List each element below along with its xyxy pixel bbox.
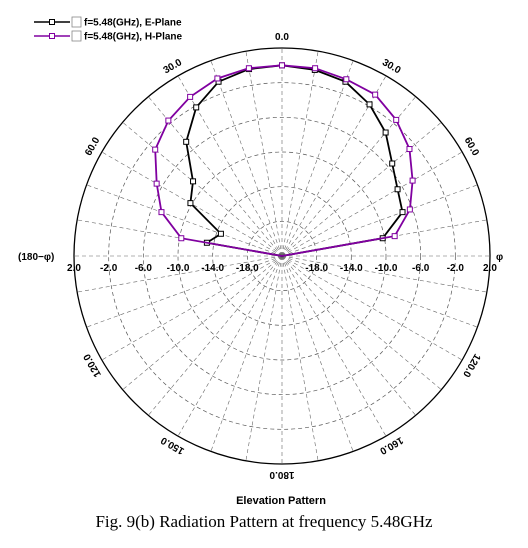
grid-ring [246,220,318,292]
legend-swatch-marker [49,19,55,25]
angle-label: 30.0 [162,57,185,76]
h-plane-marker [214,75,221,82]
series-layer [152,62,416,257]
legend-swatch-marker [49,33,55,39]
radial-tick-label: -2.0 [100,263,118,274]
radial-tick-label: -18.0 [305,263,328,274]
polar-grid [73,47,491,465]
angle-label: 120.0 [460,352,482,380]
angle-label: 0.0 [275,32,289,43]
grid-ring [108,82,456,430]
e-plane-marker [399,209,406,216]
e-plane-marker [190,178,197,185]
legend-checkbox[interactable] [71,16,82,28]
radial-tick-labels: 2.0 2.0 -2.0 -2.0 -6.0 -6.0 -10.0 -10.0 -14.0 -14… [18,252,503,274]
polar-chart: 2.0 2.0 -2.0 -2.0 -6.0 -6.0 -10.0 -10.0 -14.0 -14… [18,16,503,507]
right-axis-label: φ [496,252,503,263]
h-plane-marker [406,206,413,213]
radial-tick-label: -10.0 [375,263,398,274]
angle-label: 160.0 [377,434,405,456]
h-plane-marker [391,233,398,240]
figure-caption: Fig. 9(b) Radiation Pattern at frequency… [95,512,433,531]
h-plane-marker [409,177,416,184]
e-plane-marker [382,129,389,136]
e-plane-marker [183,138,190,145]
e-plane-marker [217,230,224,237]
radial-tick-label: -6.0 [135,263,153,274]
grid-ring [177,151,387,361]
e-plane-marker [394,186,401,193]
radial-tick-label: 2.0 [483,263,497,274]
h-plane-marker [393,116,400,123]
left-axis-label: (180−φ) [18,252,54,263]
angle-label: 60.0 [462,136,481,159]
legend-label: f=5.48(GHz), E-Plane [84,18,182,29]
h-plane-marker [343,76,350,83]
radial-tick-label: -18.0 [236,263,259,274]
radial-tick-label: -2.0 [447,263,465,274]
angle-label: 150.0 [159,434,187,456]
h-plane-marker [312,65,319,72]
radial-tick-label: -6.0 [412,263,430,274]
h-plane-marker [372,91,379,98]
h-plane-marker [153,180,160,187]
h-plane-marker [245,65,252,72]
grid-ring [212,186,352,326]
radial-tick-label: -10.0 [167,263,190,274]
h-plane-marker [178,235,185,242]
legend-label: f=5.48(GHz), H-Plane [84,32,183,43]
angle-label: 180.0 [269,469,294,480]
e-plane-marker [193,104,200,111]
angle-label: 120.0 [82,351,104,379]
grid-ring [73,47,491,465]
e-plane-marker [366,101,373,108]
h-plane-marker [187,93,194,100]
e-plane-marker [389,160,396,167]
e-plane-marker [187,200,194,207]
chart-title: Elevation Pattern [236,495,326,507]
legend-checkbox[interactable] [71,30,82,42]
h-plane-marker [165,117,172,124]
h-plane-marker [158,209,165,216]
grid-spoke [210,60,283,257]
radial-tick-label: -14.0 [201,263,224,274]
h-plane-marker [152,146,159,153]
radial-tick-label: -14.0 [340,263,363,274]
h-plane-marker [279,62,285,69]
grid-ring [142,116,422,396]
radial-tick-label: 2.0 [67,263,81,274]
grid-spoke [86,184,283,257]
legend: f=5.48(GHz), E-Plane f=5.48(GHz), H-Plane [34,16,183,43]
h-plane-marker [406,146,413,153]
